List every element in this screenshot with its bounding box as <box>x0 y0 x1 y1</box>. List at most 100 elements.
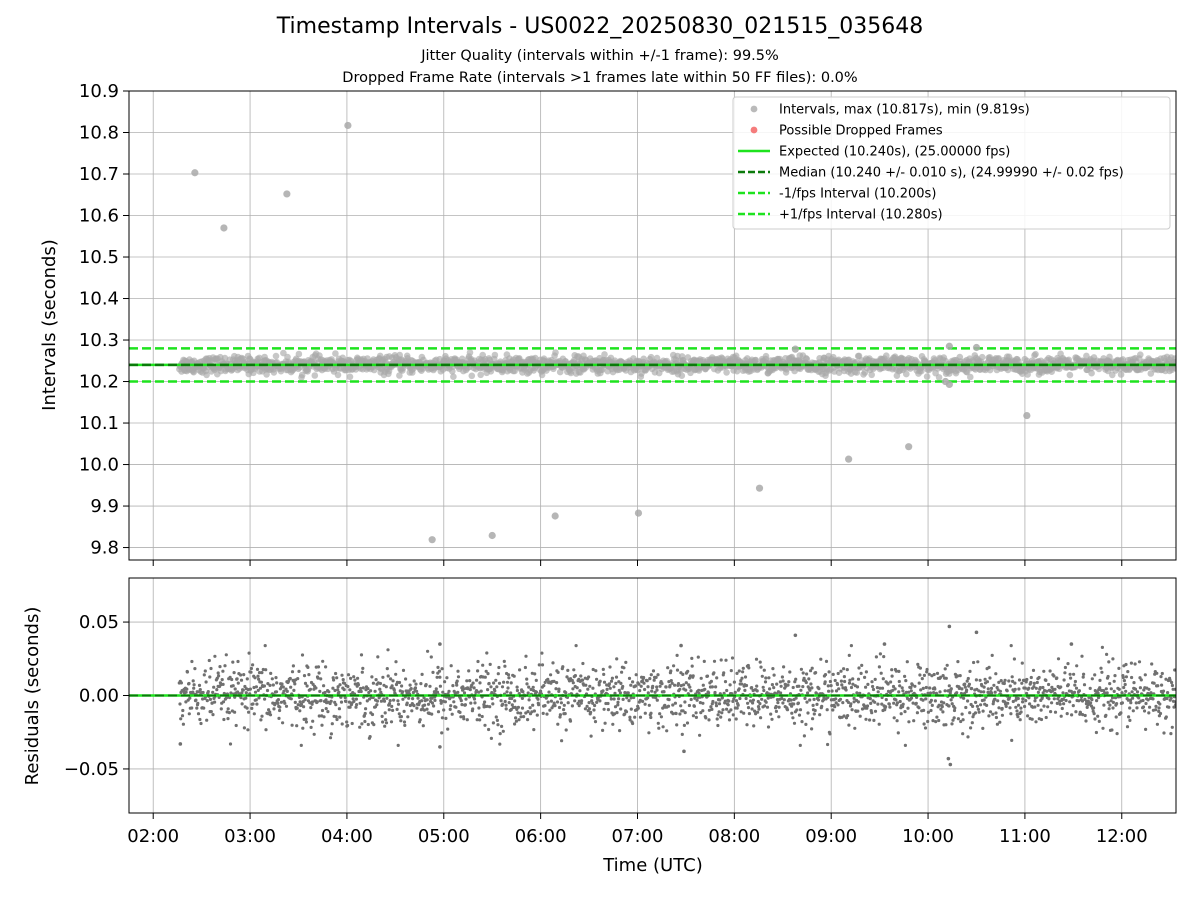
residual-point <box>771 667 775 671</box>
residual-point <box>562 708 566 712</box>
residual-point <box>1029 675 1033 680</box>
residual-point <box>279 700 283 704</box>
residual-point <box>1049 710 1053 714</box>
residual-point <box>338 715 342 719</box>
interval-point <box>396 372 403 379</box>
residual-point <box>527 685 531 689</box>
residual-point <box>435 690 440 694</box>
residual-point <box>920 677 924 681</box>
residual-point <box>849 644 854 648</box>
residual-point <box>454 705 458 709</box>
residual-point <box>950 702 954 706</box>
residual-point <box>1144 701 1148 706</box>
residual-point <box>860 663 864 668</box>
residual-point <box>1158 702 1162 706</box>
residual-point <box>1008 706 1012 710</box>
residual-point <box>485 651 489 655</box>
residual-point <box>877 665 882 669</box>
interval-point <box>923 373 931 380</box>
residual-point <box>324 665 328 669</box>
residual-point <box>744 696 748 701</box>
residual-point <box>763 680 768 684</box>
residual-point <box>1033 699 1037 703</box>
residual-point <box>1109 699 1113 703</box>
residual-point <box>928 691 933 695</box>
interval-point <box>967 373 974 381</box>
residual-point <box>834 689 839 693</box>
residual-point <box>453 691 457 695</box>
residual-point <box>280 682 284 686</box>
residual-point <box>858 691 862 695</box>
residual-point <box>802 676 806 681</box>
residual-point <box>587 675 591 679</box>
residual-point <box>295 706 299 710</box>
residual-point <box>347 700 351 704</box>
residual-point <box>440 667 444 671</box>
residual-point <box>800 720 804 724</box>
interval-outlier <box>488 531 496 540</box>
residual-point <box>655 698 659 702</box>
residual-point <box>891 688 895 692</box>
residual-point <box>739 710 743 714</box>
residual-point <box>997 680 1001 685</box>
residual-point <box>850 708 854 712</box>
interval-point <box>1088 369 1095 377</box>
residual-point <box>532 709 537 713</box>
residual-point <box>1036 690 1040 695</box>
residual-point <box>806 711 810 715</box>
residual-point <box>1124 689 1128 693</box>
residual-point <box>751 701 755 705</box>
residual-point <box>896 731 900 735</box>
residual-point <box>734 699 739 703</box>
residual-point <box>236 681 240 685</box>
residual-point <box>941 674 945 678</box>
residual-point <box>1011 699 1015 704</box>
residual-point <box>591 667 595 672</box>
residual-point <box>1155 722 1159 726</box>
residual-point <box>396 743 400 748</box>
residual-point <box>403 723 407 728</box>
residual-point <box>1111 657 1115 661</box>
residual-point <box>285 689 289 694</box>
residual-point <box>374 678 378 682</box>
residual-point <box>1017 687 1021 691</box>
residual-point <box>910 683 915 687</box>
residual-point <box>1026 714 1030 718</box>
residual-point <box>845 668 849 672</box>
residual-point <box>194 698 198 702</box>
residual-point <box>1109 687 1113 691</box>
residual-point <box>572 668 576 672</box>
residual-point <box>276 701 280 706</box>
residual-point <box>717 702 722 706</box>
residual-point <box>1061 697 1066 701</box>
residual-point <box>1164 677 1168 681</box>
residual-point <box>1161 689 1166 693</box>
residual-point <box>756 705 761 709</box>
residual-point <box>876 690 880 694</box>
residual-point <box>370 675 374 679</box>
residual-point <box>949 698 953 702</box>
residual-point <box>710 685 715 689</box>
interval-point <box>1117 371 1125 378</box>
residual-point <box>649 715 653 720</box>
residual-point <box>982 690 986 694</box>
residual-point <box>671 703 675 707</box>
residual-point <box>934 720 938 724</box>
residual-point <box>240 691 244 695</box>
residual-point <box>462 717 466 721</box>
residual-point <box>208 697 212 702</box>
residual-point <box>426 649 430 653</box>
residual-point <box>673 701 678 705</box>
residual-point <box>772 686 776 690</box>
residual-point <box>674 711 678 716</box>
residual-point <box>464 697 468 701</box>
residual-point <box>989 686 994 691</box>
residual-point <box>849 702 853 706</box>
residual-point <box>911 701 915 705</box>
residual-point <box>651 684 655 689</box>
residual-point <box>501 729 505 733</box>
residual-point <box>432 704 436 708</box>
residual-point <box>966 735 970 739</box>
residual-point <box>792 721 797 725</box>
